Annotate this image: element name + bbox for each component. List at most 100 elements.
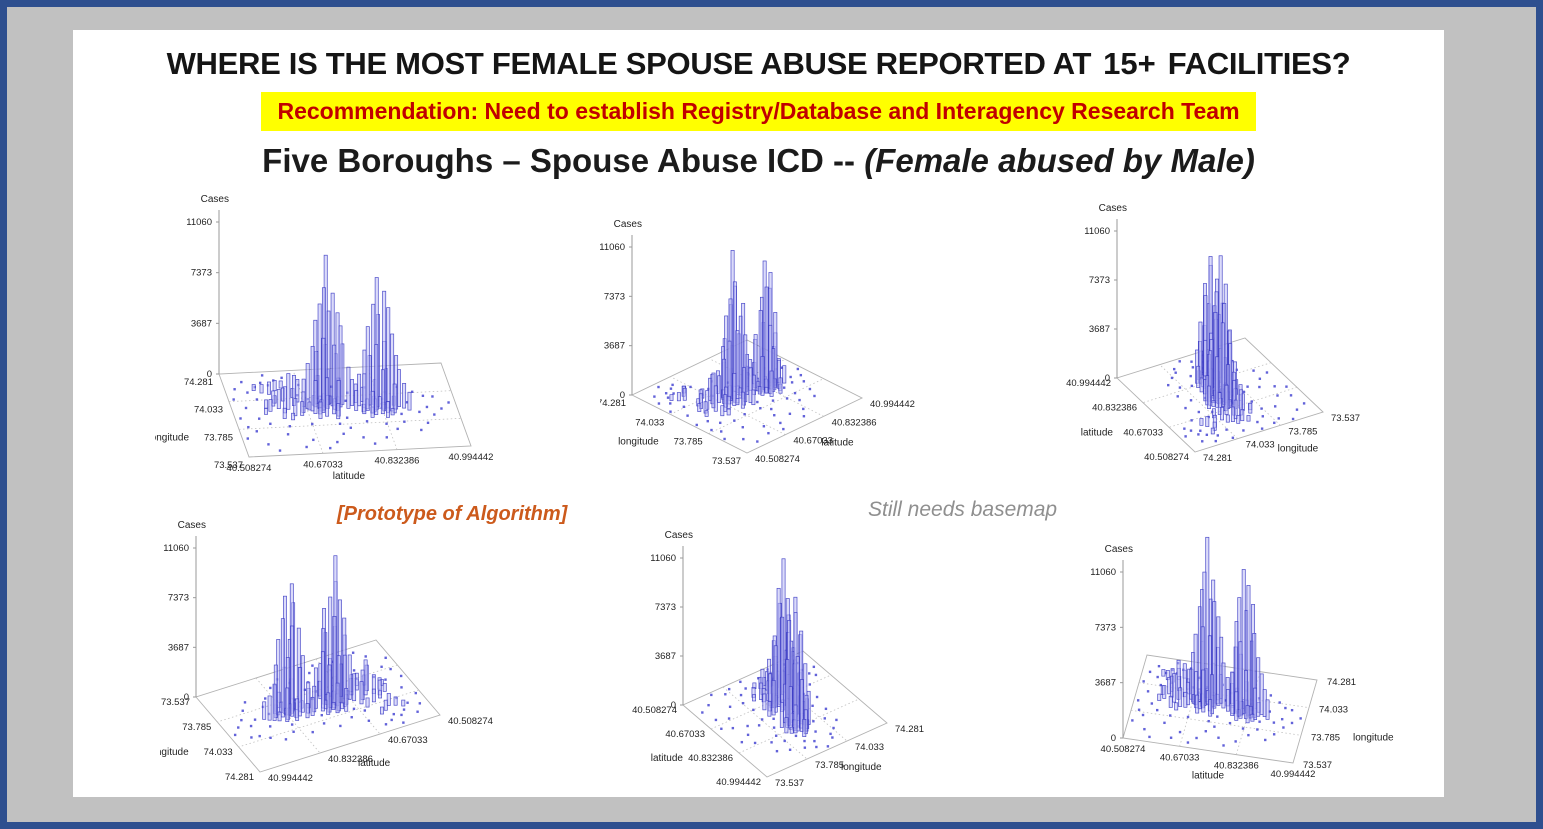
- lat-tick-label: 40.508274: [1101, 744, 1146, 755]
- data-bar: [347, 654, 352, 700]
- data-bar: [262, 701, 267, 720]
- data-dot: [669, 387, 673, 390]
- lat-tick-label: 40.994442: [449, 452, 494, 463]
- prototype-annotation: [Prototype of Algorithm]: [337, 503, 568, 525]
- data-dot: [1258, 385, 1261, 389]
- data-bar: [726, 395, 731, 411]
- data-bar: [386, 307, 391, 409]
- data-dot: [1169, 736, 1173, 739]
- data-bar: [344, 688, 349, 712]
- data-dot: [440, 407, 443, 410]
- data-bar: [760, 356, 765, 396]
- data-bar: [732, 373, 737, 406]
- data-bar: [310, 345, 315, 412]
- data-dot: [250, 736, 253, 739]
- data-bar: [325, 377, 330, 417]
- data-dot: [701, 711, 704, 714]
- data-dot: [269, 736, 272, 740]
- data-bar: [723, 394, 728, 412]
- data-dot: [803, 746, 807, 749]
- lat-tick-label: 40.994442: [716, 777, 761, 788]
- data-dot: [757, 677, 760, 680]
- data-dot: [812, 665, 816, 669]
- data-bar: [1245, 705, 1250, 724]
- lon-tick-label: 74.281: [225, 772, 254, 783]
- data-dot: [785, 397, 789, 400]
- data-dot: [247, 425, 250, 429]
- data-dot: [744, 687, 747, 690]
- data-dot: [339, 724, 342, 728]
- data-dot: [1272, 721, 1276, 724]
- data-dot: [657, 385, 660, 389]
- data-bar: [1230, 406, 1235, 422]
- data-bar: [1210, 427, 1215, 435]
- data-dot: [1272, 733, 1276, 736]
- data-dot: [389, 667, 392, 671]
- data-dot: [400, 412, 403, 416]
- data-dot: [1258, 377, 1262, 380]
- data-dot: [1290, 721, 1294, 725]
- subtitle-italic: (Female abused by Male): [864, 142, 1255, 179]
- data-dot: [1217, 736, 1220, 739]
- data-dot: [258, 381, 262, 385]
- data-dot: [342, 432, 345, 435]
- data-bar: [335, 682, 340, 714]
- data-dot: [364, 655, 367, 658]
- data-dot: [249, 724, 253, 728]
- data-dot: [812, 720, 815, 723]
- z-tick-label: 0: [1105, 373, 1110, 384]
- lat-axis-label: latitude: [333, 471, 366, 482]
- data-dot: [653, 395, 656, 398]
- data-bar: [350, 379, 355, 406]
- data-bar: [300, 401, 305, 416]
- data-dot: [233, 733, 237, 737]
- lon-axis-label: longitude: [1278, 444, 1319, 455]
- lat-axis-label: latitude: [821, 438, 854, 449]
- data-dot: [267, 443, 270, 446]
- data-bar: [1201, 669, 1206, 713]
- data-dot: [672, 392, 675, 395]
- data-bar: [1216, 616, 1221, 706]
- data-bar: [784, 717, 789, 734]
- data-bar: [1220, 406, 1224, 421]
- data-dot: [1146, 690, 1150, 693]
- data-dot: [1302, 402, 1306, 405]
- data-bar: [1199, 418, 1204, 426]
- lon-tick-label: 73.785: [815, 760, 844, 771]
- data-dot: [240, 718, 243, 722]
- data-bar: [305, 703, 310, 719]
- data-dot: [268, 725, 272, 728]
- data-bar: [1224, 384, 1229, 415]
- lon-tick-label: 74.281: [184, 377, 213, 388]
- z-tick-label: 3687: [168, 642, 189, 653]
- data-dot: [1284, 706, 1287, 710]
- data-dot: [723, 437, 726, 441]
- data-dot: [1204, 730, 1207, 733]
- recommendation-banner: Recommendation: Need to establish Regist…: [261, 92, 1256, 131]
- z-tick-label: 7373: [604, 291, 625, 302]
- data-bar: [386, 401, 390, 418]
- data-dot: [351, 651, 355, 654]
- data-bar: [380, 369, 385, 415]
- data-dot: [1216, 434, 1219, 437]
- lat-tick-label: 40.508274: [1144, 452, 1189, 463]
- data-dot: [288, 425, 292, 428]
- data-dot: [253, 718, 257, 721]
- data-dot: [669, 410, 672, 413]
- lat-tick-label: 40.67033: [665, 729, 705, 740]
- z-tick-label: 7373: [655, 602, 676, 613]
- data-bar: [1183, 691, 1188, 708]
- data-dot: [689, 385, 692, 389]
- z-tick-label: 11060: [650, 553, 676, 564]
- data-bar: [332, 344, 337, 415]
- data-bar: [272, 683, 277, 721]
- data-dot: [345, 416, 349, 419]
- data-dot: [1207, 719, 1210, 723]
- lon-tick-label: 73.537: [712, 456, 741, 467]
- lat-tick-label: 40.994442: [1066, 378, 1111, 389]
- lat-tick-label: 40.994442: [1271, 769, 1316, 780]
- lon-tick-label: 74.281: [895, 724, 924, 735]
- data-dot: [741, 426, 744, 429]
- data-dot: [808, 672, 811, 675]
- data-dot: [385, 436, 388, 439]
